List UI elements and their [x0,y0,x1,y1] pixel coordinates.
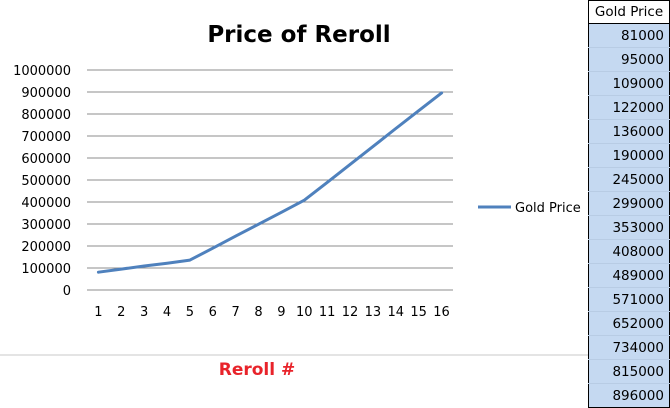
data-point [394,127,398,130]
x-tick-label: 3 [140,305,148,320]
y-tick-label: 200000 [21,240,71,255]
table-row: 190000 [588,143,670,168]
table-header-row: Gold Price [588,0,670,24]
data-point [440,91,443,95]
data-point [234,234,237,238]
gold-price-table: Gold Price 81000 95000 109000 122000 136000 1… [588,0,670,408]
x-tick-label: 8 [254,305,262,320]
y-tick-label: 300000 [21,218,71,233]
x-tick-label: 7 [232,305,240,320]
table-row: 122000 [588,95,670,120]
y-tick-label: 0 [63,284,71,299]
table-row: 489000 [588,263,670,288]
table-body: 81000 95000 109000 122000 136000 190000 245000… [588,23,670,408]
table-cell-gold-price: 122000 [588,95,670,120]
x-tick-label: 4 [163,305,171,320]
y-tick-label: 600000 [21,152,71,167]
table-cell-gold-price: 571000 [588,287,670,312]
x-tick-label: 13 [365,305,382,320]
chart-title: Price of Reroll [207,22,390,48]
table-row: 109000 [588,71,670,96]
table-row: 136000 [588,119,670,144]
table-cell-gold-price: 109000 [588,71,670,96]
y-tick-label: 400000 [21,196,71,211]
table-row: 815000 [588,359,670,384]
table-cell-gold-price: 353000 [588,215,670,240]
data-point [417,109,420,112]
table-row: 408000 [588,239,670,264]
data-point [325,181,329,184]
table-row: 81000 [588,23,670,48]
x-tick-label: 5 [186,305,194,320]
table-cell-gold-price: 489000 [588,263,670,288]
legend-label: Gold Price [515,201,581,216]
data-point [165,261,169,265]
x-tick-label: 15 [410,305,427,320]
table-row: 896000 [588,383,670,408]
table-cell-gold-price: 734000 [588,335,670,360]
table-cell-gold-price: 136000 [588,119,670,144]
table-cell-gold-price: 245000 [588,167,670,192]
x-tick-label: 10 [296,305,313,320]
table-row: 652000 [588,311,670,336]
data-point [142,264,146,268]
table-cell-gold-price: 81000 [588,23,670,48]
series-lines [96,91,444,274]
data-point [211,247,215,250]
table-row: 353000 [588,215,670,240]
chart-border [0,0,590,356]
table-cell-gold-price: 815000 [588,359,670,384]
legend: Gold Price [478,201,581,216]
table-cell-gold-price: 190000 [588,143,670,168]
table-cell-gold-price: 95000 [588,47,670,72]
data-point [303,199,306,202]
y-tick-label: 900000 [21,86,71,101]
data-point [348,163,352,166]
y-tick-label: 700000 [21,130,71,145]
y-tick-label: 1000000 [13,64,71,79]
x-tick-label: 12 [342,305,359,320]
data-point [97,270,100,274]
data-point [371,145,375,148]
table-row: 245000 [588,167,670,192]
chart-area: Price of Reroll 0 100000 200000 300000 40000… [0,0,590,380]
chart-svg: Price of Reroll 0 100000 200000 300000 40000… [0,0,590,380]
table-row: 734000 [588,335,670,360]
x-tick-label: 14 [388,305,405,320]
gridlines [87,69,453,269]
series-line-gold-price [96,91,444,274]
data-point [120,267,123,271]
table-cell-gold-price: 652000 [588,311,670,336]
x-tick-label: 2 [117,305,125,320]
table-row: 95000 [588,47,670,72]
x-tick-label: 1 [94,305,102,320]
x-tick-labels: 1 2 3 4 5 6 7 8 9 10 11 12 13 14 15 16 [94,305,450,320]
data-point [257,223,260,226]
table-row: 571000 [588,287,670,312]
x-tick-label: 6 [209,305,217,320]
data-point [280,211,283,214]
y-tick-label: 800000 [21,108,71,123]
table-cell-gold-price: 299000 [588,191,670,216]
table-cell-gold-price: 408000 [588,239,670,264]
x-tick-label: 16 [433,305,450,320]
x-tick-label: 9 [277,305,285,320]
data-point [188,258,192,262]
x-tick-label: 11 [319,305,336,320]
y-tick-labels: 0 100000 200000 300000 400000 500000 600000 700… [13,64,71,299]
table-header-gold-price: Gold Price [588,0,670,24]
table-cell-gold-price: 896000 [588,383,670,408]
y-tick-label: 100000 [21,262,71,277]
y-tick-label: 500000 [21,174,71,189]
x-axis-label: Reroll # [219,360,296,380]
table-row: 299000 [588,191,670,216]
